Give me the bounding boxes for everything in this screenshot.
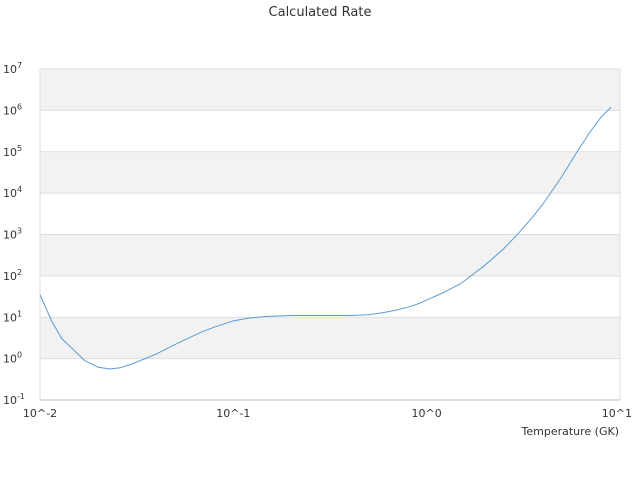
plot-frame: [39, 69, 621, 401]
y-axis-ticks: 10-1 100 101 102 103 104 105 106 107: [3, 61, 25, 407]
chart-title: Calculated Rate: [269, 5, 372, 20]
plot-band: [40, 69, 620, 111]
y-tick-label: 101: [3, 309, 22, 324]
plot-band: [40, 275, 620, 318]
y-tick-label: 105: [3, 144, 22, 159]
y-tick-label: 102: [3, 268, 22, 283]
plot-band: [40, 193, 620, 235]
x-tick-label: 10^1: [602, 407, 632, 420]
y-tick-label: 10-1: [3, 392, 25, 407]
y-tick-label: 100: [3, 351, 22, 366]
plot-band: [40, 317, 620, 359]
plot-band: [40, 110, 620, 152]
x-tick-label: 10^-1: [216, 407, 250, 420]
plot-band: [40, 151, 620, 194]
x-axis-label: Temperature (GK): [521, 425, 620, 438]
plot-band: [40, 358, 620, 400]
y-tick-label: 103: [3, 227, 22, 242]
plot-bands: [40, 69, 620, 400]
x-tick-label: 10^-2: [23, 407, 57, 420]
x-tick-label: 10^0: [412, 407, 442, 420]
x-axis-ticks: 10^-2 10^-1 10^0 10^1: [23, 407, 632, 420]
y-tick-label: 106: [3, 102, 22, 117]
y-tick-label: 107: [3, 61, 22, 76]
series-layer: [39, 106, 612, 370]
rate-series-line: [39, 106, 612, 370]
plot-band: [40, 234, 620, 276]
y-tick-label: 104: [3, 185, 22, 200]
